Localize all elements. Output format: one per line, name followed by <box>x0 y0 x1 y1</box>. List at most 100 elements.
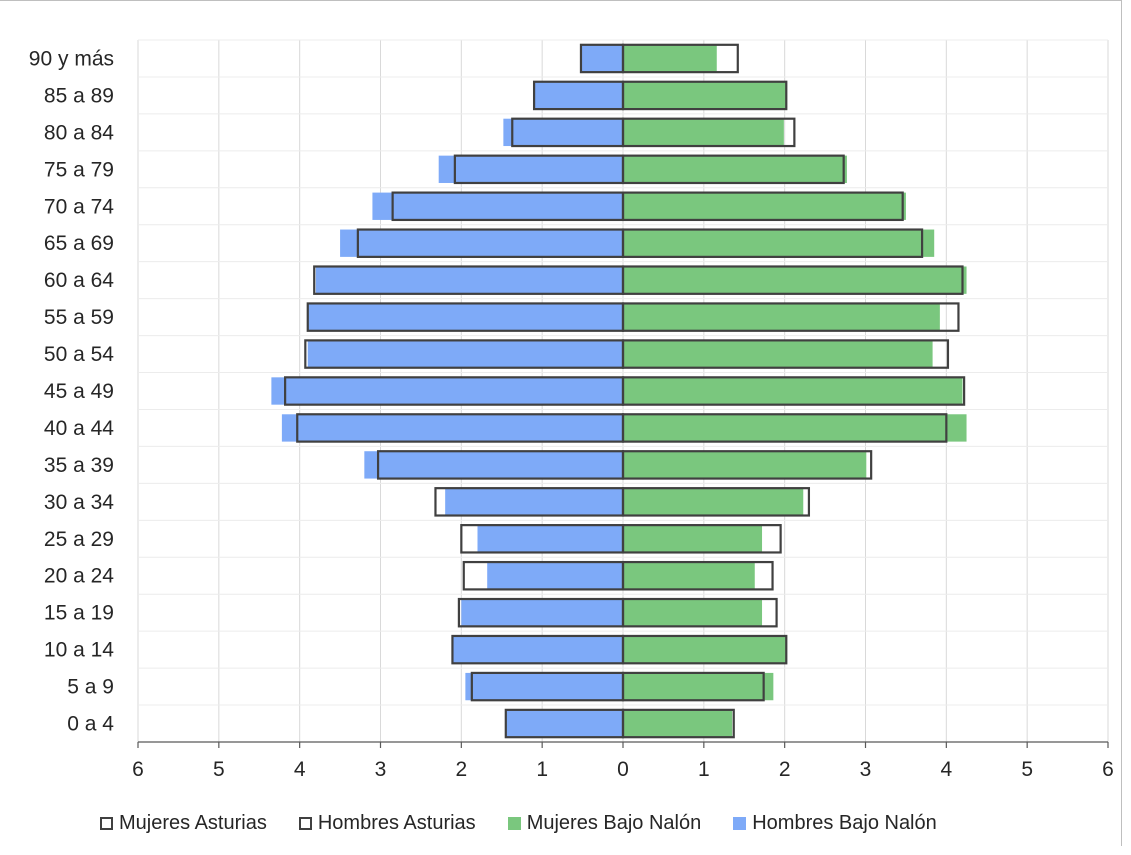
bar-outline-hombres-asturias <box>356 228 625 258</box>
bar-hombres-bajo-nal-n <box>465 672 623 701</box>
legend-item-mujeres-bajo-nalon: Mujeres Bajo Nalón <box>507 812 702 835</box>
y-category-label: 20 a 24 <box>44 565 114 588</box>
x-tick-label: 5 <box>1021 758 1033 781</box>
bar-mujeres-bajo-nal-n <box>623 377 963 405</box>
bar-mujeres-bajo-nal-n <box>623 303 940 331</box>
legend: Mujeres Asturias Hombres Asturias Mujere… <box>100 812 937 835</box>
y-category-label: 15 a 19 <box>44 602 114 625</box>
bar-mujeres-bajo-nal-n <box>623 155 847 183</box>
bar-hombres-bajo-nal-n <box>503 118 623 147</box>
bar-mujeres-bajo-nal-n <box>623 44 717 73</box>
y-category-label: 40 a 44 <box>44 417 114 440</box>
bar-hombres-bajo-nal-n <box>445 488 623 516</box>
bar-hombres-bajo-nal-n <box>281 414 623 442</box>
bar-mujeres-bajo-nal-n <box>623 599 763 627</box>
bar-outline-hombres-asturias <box>453 154 625 185</box>
bar-mujeres-bajo-nal-n <box>623 562 755 590</box>
x-tick-label: 5 <box>213 758 225 781</box>
legend-item-hombres-bajo-nalon: Hombres Bajo Nalón <box>733 812 937 835</box>
x-tick-label: 6 <box>1102 758 1114 781</box>
bar-mujeres-bajo-nal-n <box>623 414 967 442</box>
bar-outline-hombres-asturias <box>457 597 625 628</box>
bar-hombres-bajo-nal-n <box>505 709 623 738</box>
bar-outline-hombres-asturias <box>434 487 625 517</box>
x-tick-label: 1 <box>536 758 548 781</box>
bar-mujeres-bajo-nal-n <box>623 488 804 516</box>
x-tick-label: 2 <box>455 758 467 781</box>
y-category-label: 5 a 9 <box>67 676 114 699</box>
legend-label: Mujeres Asturias <box>119 812 267 834</box>
bar-outline-hombres-asturias <box>391 191 625 222</box>
y-category-label: 80 a 84 <box>44 121 114 144</box>
y-category-label: 45 a 49 <box>44 380 114 403</box>
legend-item-mujeres-asturias: Mujeres Asturias <box>100 812 267 835</box>
legend-swatch-outline <box>298 817 312 830</box>
bar-outline-hombres-asturias <box>304 339 625 369</box>
x-tick-label: 1 <box>698 758 710 781</box>
y-category-label: 60 a 64 <box>44 269 114 292</box>
bar-outline-hombres-asturias <box>504 708 625 739</box>
y-category-label: 75 a 79 <box>44 158 114 181</box>
y-category-label: 35 a 39 <box>44 454 114 477</box>
bar-hombres-bajo-nal-n <box>372 192 623 220</box>
bar-hombres-bajo-nal-n <box>477 525 623 553</box>
bar-hombres-bajo-nal-n <box>487 562 623 590</box>
population-pyramid-chart: 6 5 4 3 2 1 0 1 2 3 4 5 6 90 y más 85 a 89 80 a 84 75 a… <box>29 39 1114 781</box>
y-category-label: 25 a 29 <box>44 528 114 551</box>
bar-mujeres-bajo-nal-n <box>623 451 867 479</box>
bar-hombres-bajo-nal-n <box>271 377 623 405</box>
bar-mujeres-bajo-nal-n <box>623 635 788 664</box>
bar-outline-hombres-asturias <box>579 43 625 74</box>
bar-mujeres-bajo-nal-n <box>623 229 935 257</box>
legend-swatch-green <box>507 817 521 830</box>
bar-mujeres-bajo-nal-n <box>623 81 788 110</box>
bar-hombres-bajo-nal-n <box>461 599 623 627</box>
bar-outline-hombres-asturias <box>470 671 625 702</box>
bar-hombres-bajo-nal-n <box>364 451 623 479</box>
bar-outline-hombres-asturias <box>451 634 625 665</box>
x-tick-label: 0 <box>617 758 629 781</box>
x-tick-label: 4 <box>294 758 306 781</box>
y-category-label: 70 a 74 <box>44 195 114 218</box>
bar-outline-hombres-asturias <box>376 450 625 480</box>
bar-hombres-bajo-nal-n <box>534 81 623 110</box>
legend-swatch-blue <box>733 817 747 830</box>
bar-hombres-bajo-nal-n <box>580 44 623 73</box>
y-axis-category-labels: 90 y más 85 a 89 80 a 84 75 a 79 70 a 74 65 a… <box>29 47 115 735</box>
bar-hombres-bajo-nal-n <box>307 303 623 331</box>
bar-hombres-bajo-nal-n <box>340 229 623 257</box>
x-tick-label: 6 <box>132 758 144 781</box>
bar-mujeres-bajo-nal-n <box>623 672 774 701</box>
x-tick-label: 2 <box>779 758 791 781</box>
legend-label: Hombres Asturias <box>317 812 476 834</box>
bar-outline-hombres-asturias <box>460 524 625 554</box>
bar-hombres-bajo-nal-n <box>438 155 623 183</box>
bar-mujeres-bajo-nal-n <box>623 266 967 294</box>
bar-hombres-bajo-nal-n <box>453 635 623 664</box>
y-category-label: 85 a 89 <box>44 84 114 107</box>
x-tick-label: 3 <box>375 758 387 781</box>
x-tick-label: 3 <box>860 758 872 781</box>
y-category-label: 65 a 69 <box>44 232 114 255</box>
bar-outline-hombres-asturias <box>284 376 625 406</box>
y-category-label: 30 a 34 <box>44 491 114 514</box>
bar-outline-hombres-asturias <box>296 413 625 443</box>
bar-outline-hombres-asturias <box>462 560 625 591</box>
bar-mujeres-bajo-nal-n <box>623 192 906 220</box>
bars <box>271 43 967 739</box>
bar-outline-hombres-asturias <box>306 302 625 332</box>
bar-mujeres-bajo-nal-n <box>623 340 933 368</box>
bar-outline-hombres-asturias <box>532 80 625 111</box>
bar-mujeres-bajo-nal-n <box>623 118 784 147</box>
legend-item-hombres-asturias: Hombres Asturias <box>298 812 476 835</box>
bar-outline-hombres-asturias <box>511 117 625 148</box>
y-category-label: 90 y más <box>29 47 114 70</box>
y-category-label: 50 a 54 <box>44 343 114 366</box>
bar-hombres-bajo-nal-n <box>315 266 623 294</box>
bar-mujeres-bajo-nal-n <box>623 709 733 738</box>
y-category-label: 55 a 59 <box>44 306 114 329</box>
bar-mujeres-bajo-nal-n <box>623 525 763 553</box>
legend-swatch-outline <box>100 817 113 830</box>
x-tick-label: 4 <box>940 758 952 781</box>
legend-label: Mujeres Bajo Nalón <box>526 812 702 834</box>
